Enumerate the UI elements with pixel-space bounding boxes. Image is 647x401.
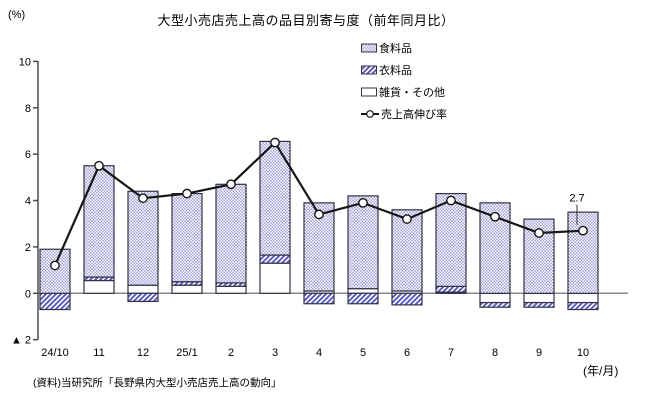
bar-segment-dots bbox=[83, 165, 115, 278]
bar-segment-stripes bbox=[435, 285, 467, 293]
clothing-swatch-icon bbox=[361, 65, 377, 75]
bar-segment-white bbox=[215, 285, 247, 294]
legend: 食料品 衣料品 雑貨・その他 bbox=[361, 37, 447, 125]
x-tick-label: 10 bbox=[577, 347, 589, 359]
line-marker bbox=[490, 211, 500, 222]
bar-segment-white bbox=[347, 288, 379, 294]
y-axis-unit-label: (%) bbox=[8, 9, 26, 21]
legend-item-growth-line: 売上高伸び率 bbox=[361, 103, 447, 125]
x-axis-unit-label: (年/月) bbox=[583, 364, 619, 378]
x-tick-label: 8 bbox=[492, 347, 498, 359]
y-tick-label: ▲ 2 bbox=[11, 335, 31, 347]
line-marker bbox=[314, 209, 324, 220]
bar-segment-dots bbox=[171, 192, 203, 283]
bar-segment-stripes bbox=[567, 301, 599, 311]
legend-label-growth-line: 売上高伸び率 bbox=[381, 109, 447, 121]
legend-label-clothing: 衣料品 bbox=[379, 65, 412, 77]
line-marker bbox=[358, 197, 368, 208]
x-tick-label: 25/1 bbox=[176, 347, 197, 359]
bar-segment-white bbox=[127, 284, 159, 294]
legend-item-food: 食料品 bbox=[361, 37, 447, 59]
bar-segment-stripes bbox=[39, 292, 71, 311]
bar-segment-stripes bbox=[479, 301, 511, 308]
bar-segment-stripes bbox=[259, 254, 291, 264]
legend-item-clothing: 衣料品 bbox=[361, 59, 447, 81]
line-marker bbox=[578, 225, 588, 236]
y-tick-label: 8 bbox=[25, 103, 31, 115]
bar-segment-white bbox=[523, 292, 555, 304]
y-tick-label: 10 bbox=[19, 56, 31, 68]
bar-segment-dots bbox=[567, 211, 599, 294]
x-tick-label: 5 bbox=[360, 347, 366, 359]
bar-segment-dots bbox=[435, 192, 467, 287]
line-marker bbox=[402, 214, 412, 224]
bar-segment-white bbox=[259, 262, 291, 294]
chart-title: 大型小売店売上高の品目別寄与度（前年同月比） bbox=[157, 13, 455, 28]
x-tick-label: 4 bbox=[316, 347, 322, 359]
source-note: (資料)当研究所「長野県内大型小売店売上高の動向」 bbox=[33, 377, 282, 389]
line-marker bbox=[534, 228, 544, 238]
growth-line-swatch-icon bbox=[361, 110, 379, 118]
bar-segment-white bbox=[83, 279, 115, 294]
y-tick-label: 6 bbox=[25, 149, 31, 161]
line-marker bbox=[94, 160, 104, 171]
line-marker bbox=[182, 188, 192, 199]
annotation-value: 2.7 bbox=[569, 193, 584, 205]
food-swatch-icon bbox=[361, 43, 377, 53]
bar-segment-white bbox=[567, 292, 599, 304]
bar-segment-stripes bbox=[303, 292, 335, 305]
x-tick-label: 3 bbox=[272, 347, 278, 359]
bar-segment-white bbox=[479, 292, 511, 304]
y-tick-label: 2 bbox=[25, 242, 31, 254]
bar-segment-dots bbox=[39, 248, 71, 294]
bar-segment-white bbox=[171, 284, 203, 294]
y-tick-label: 4 bbox=[25, 196, 31, 208]
y-tick-label: 0 bbox=[25, 288, 31, 300]
x-tick-label: 24/10 bbox=[41, 347, 69, 359]
line-marker bbox=[446, 195, 456, 206]
bar-segment-dots bbox=[347, 195, 379, 290]
line-marker bbox=[50, 260, 60, 271]
line-marker bbox=[138, 193, 148, 204]
x-tick-label: 11 bbox=[93, 347, 104, 359]
x-tick-label: 7 bbox=[448, 347, 454, 359]
x-tick-label: 9 bbox=[536, 347, 542, 359]
bar-segment-dots bbox=[215, 183, 247, 284]
line-marker bbox=[226, 179, 236, 190]
bar-segment-stripes bbox=[523, 301, 555, 308]
legend-label-food: 食料品 bbox=[379, 43, 412, 55]
bar-segment-dots bbox=[127, 190, 159, 286]
legend-label-misc: 雑貨・その他 bbox=[379, 87, 445, 99]
bar-segment-stripes bbox=[391, 292, 423, 306]
legend-item-misc: 雑貨・その他 bbox=[361, 81, 447, 103]
x-tick-label: 6 bbox=[404, 347, 410, 359]
misc-swatch-icon bbox=[361, 87, 377, 97]
bar-segment-stripes bbox=[347, 292, 379, 305]
bar-segment-stripes bbox=[127, 292, 159, 303]
x-tick-label: 2 bbox=[228, 347, 234, 359]
line-marker bbox=[270, 137, 280, 148]
x-tick-label: 12 bbox=[137, 347, 149, 359]
